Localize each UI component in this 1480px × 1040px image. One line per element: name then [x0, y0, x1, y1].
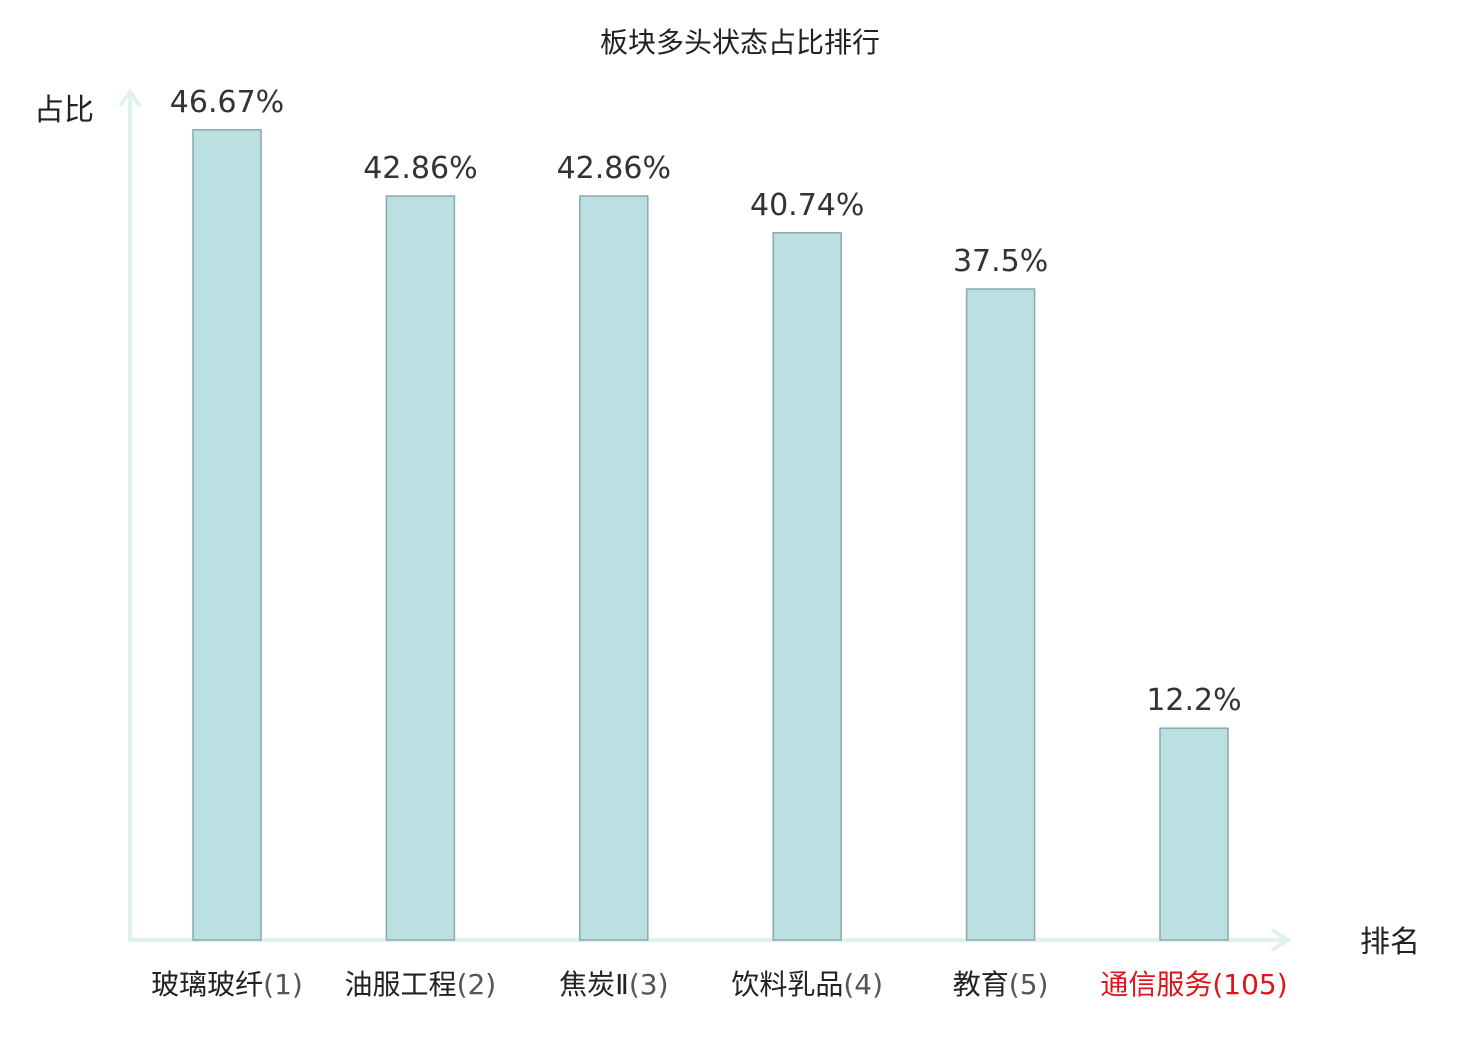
category-rank: (2): [457, 968, 497, 1001]
x-axis: [128, 928, 1292, 952]
category-rank: (4): [843, 968, 883, 1001]
category-rank: (3): [629, 968, 669, 1001]
y-axis: [118, 88, 142, 940]
category-name: 通信服务: [1100, 968, 1212, 1001]
category-name: 油服工程: [345, 968, 457, 1001]
category-rank: (105): [1212, 968, 1287, 1001]
bars-group: [192, 129, 1229, 941]
category-tick-label: 油服工程(2): [345, 968, 497, 1001]
category-tick-label: 通信服务(105): [1100, 968, 1287, 1001]
bar: [385, 195, 456, 941]
bar-value-label: 42.86%: [557, 151, 671, 186]
category-name: 玻璃玻纤: [151, 968, 263, 1001]
value-labels-group: 46.67% 42.86% 42.86% 40.74% 37.5% 12.2%: [170, 85, 1242, 718]
category-rank: (1): [263, 968, 303, 1001]
chart-title: 板块多头状态占比排行: [600, 26, 880, 59]
bar-value-label: 12.2%: [1146, 683, 1241, 718]
category-name: 饮料乳品: [731, 968, 843, 1001]
bar-value-label: 42.86%: [363, 151, 477, 186]
category-tick-label: 焦炭Ⅱ(3): [559, 968, 668, 1001]
category-tick-label: 饮料乳品(4): [731, 968, 883, 1001]
bar-value-label: 37.5%: [953, 244, 1048, 279]
bar: [579, 195, 649, 941]
bar: [1159, 727, 1229, 941]
bar-value-label: 46.67%: [170, 85, 284, 120]
bar: [192, 129, 262, 941]
category-name: 焦炭Ⅱ: [559, 968, 629, 1001]
bar-value-label: 40.74%: [750, 188, 864, 223]
category-name: 教育: [953, 968, 1009, 1001]
category-labels-group: 玻璃玻纤(1) 油服工程(2) 焦炭Ⅱ(3) 饮料乳品(4) 教育(5) 通信服务(105…: [151, 968, 1288, 1001]
bar: [965, 288, 1036, 941]
bar: [772, 232, 842, 941]
y-axis-label: 占比: [34, 93, 94, 128]
category-tick-label: 教育(5): [953, 968, 1049, 1001]
category-rank: (5): [1009, 968, 1049, 1001]
category-tick-label: 玻璃玻纤(1): [151, 968, 303, 1001]
x-axis-label: 排名: [1360, 925, 1420, 960]
